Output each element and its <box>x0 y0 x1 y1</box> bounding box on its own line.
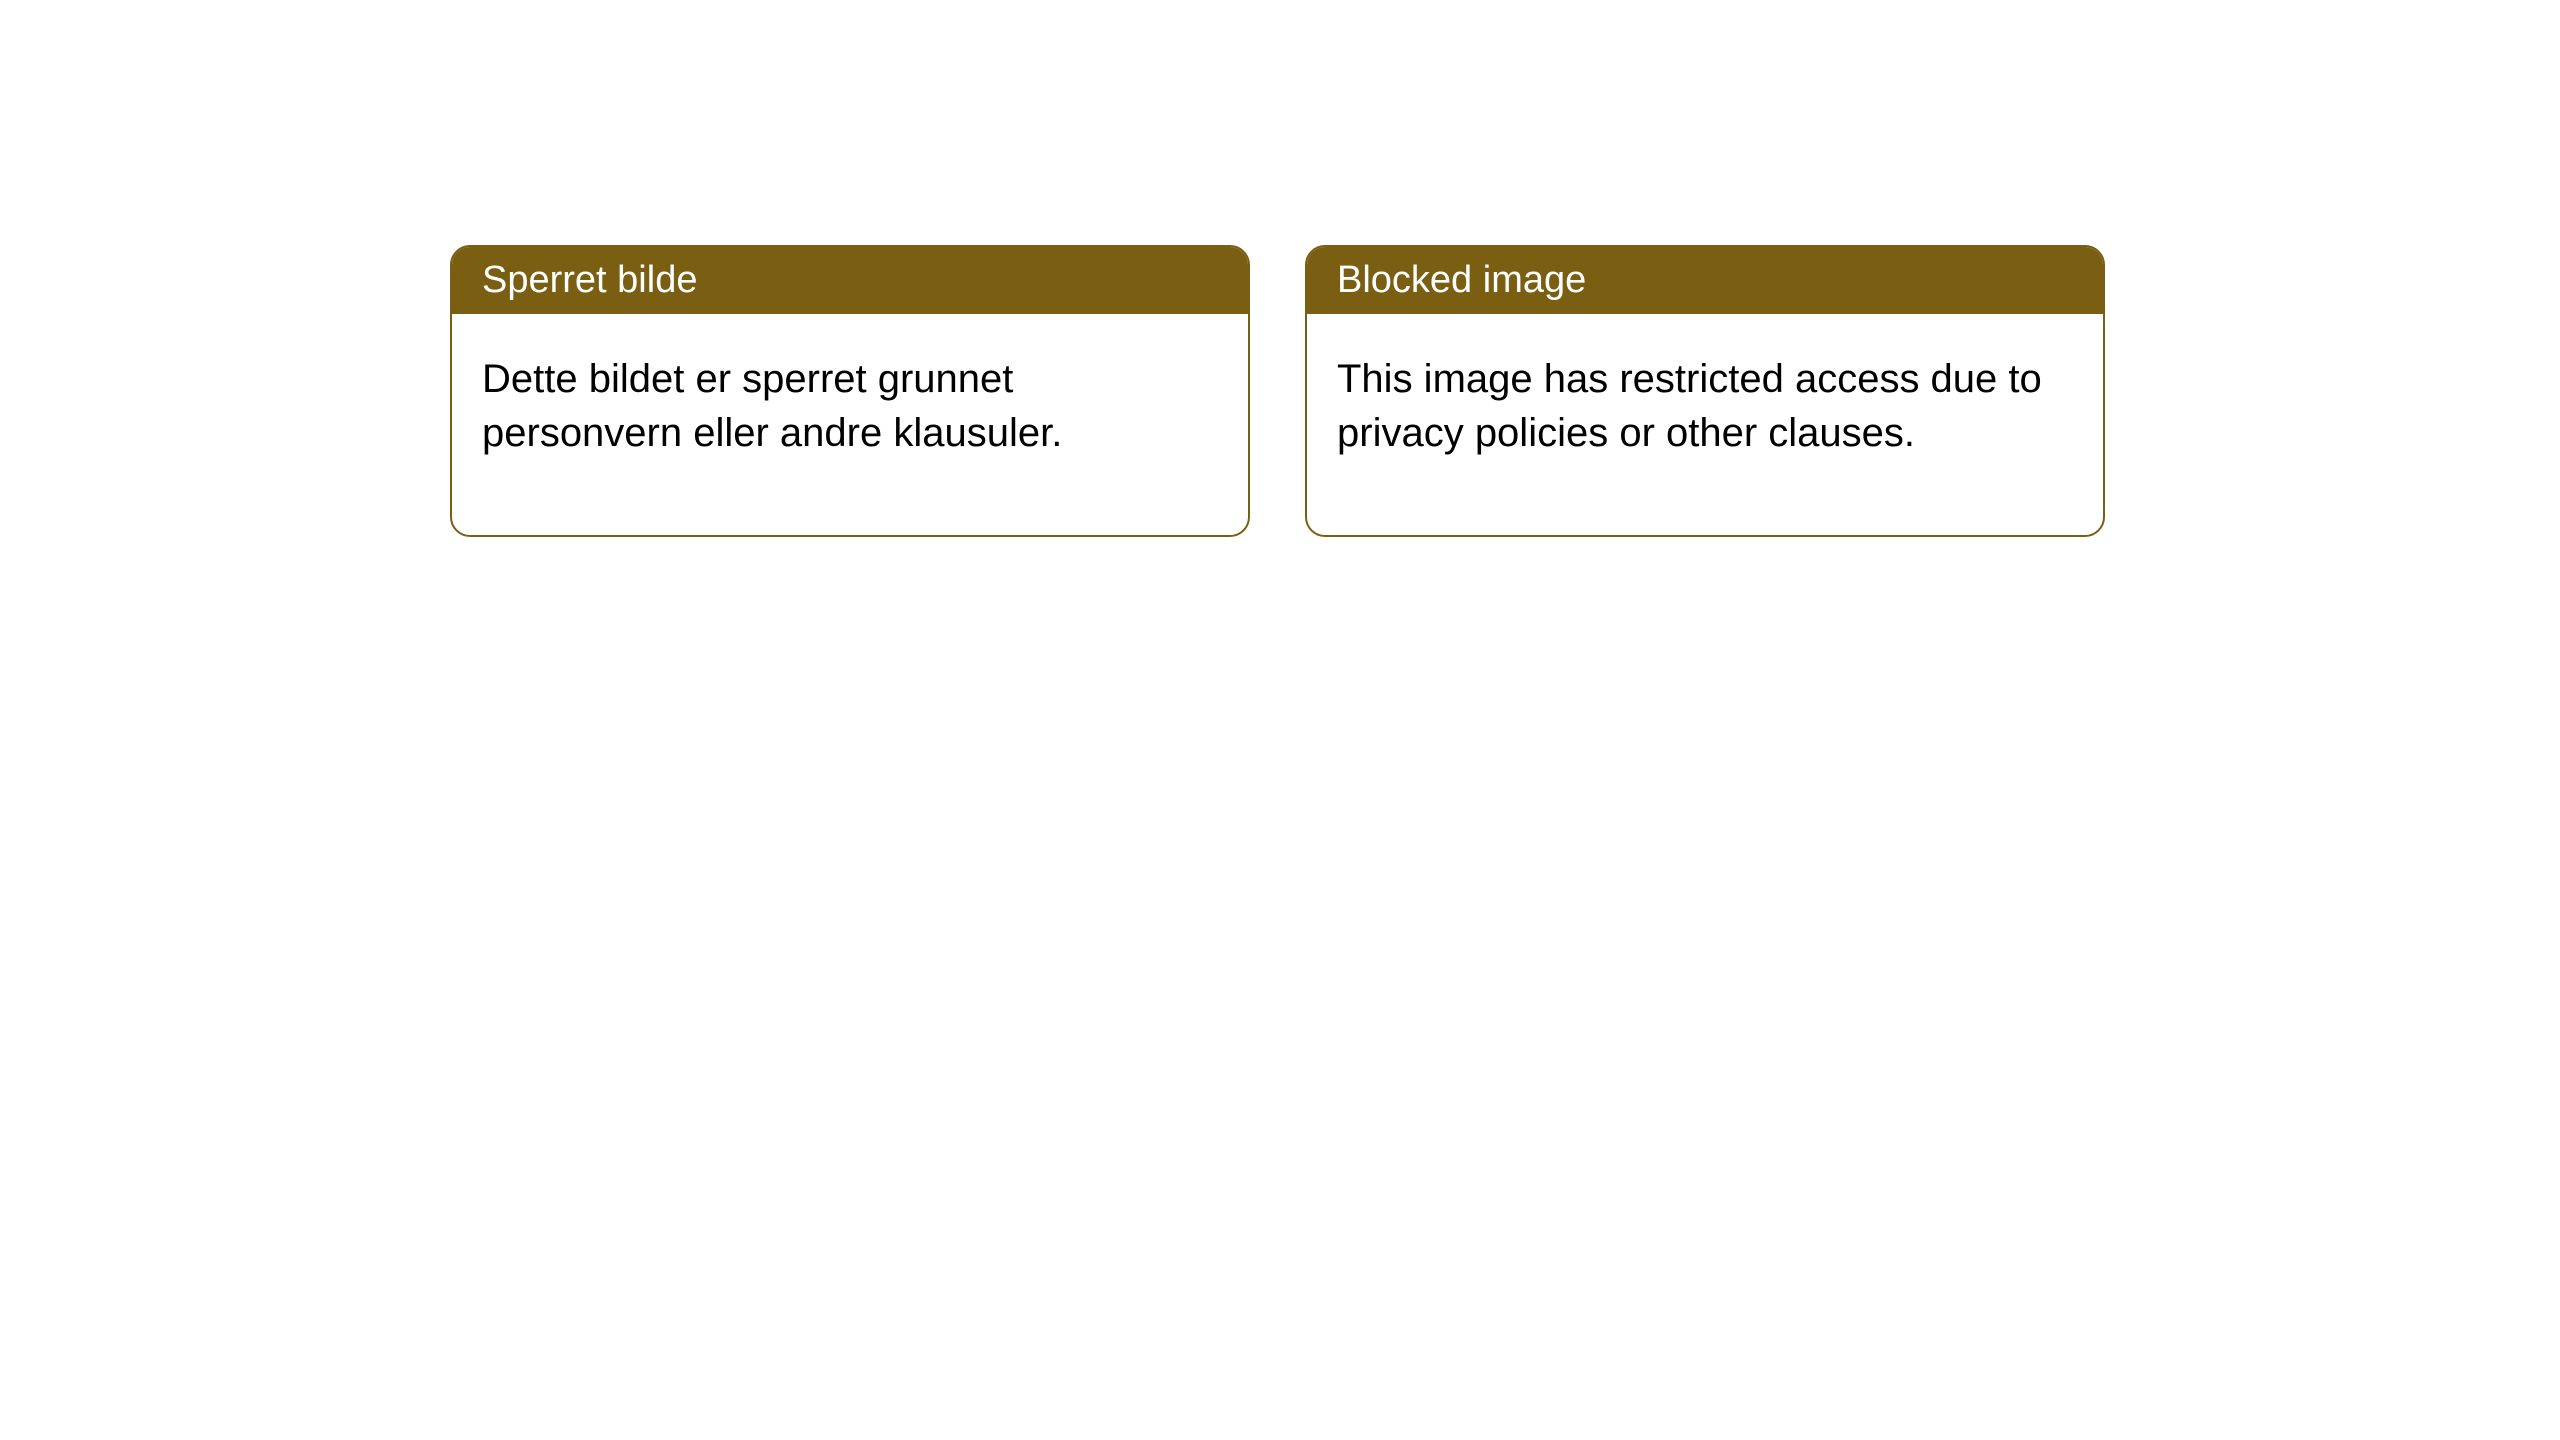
notice-card-norwegian: Sperret bilde Dette bildet er sperret gr… <box>450 245 1250 537</box>
card-title-norwegian: Sperret bilde <box>452 247 1248 314</box>
card-title-english: Blocked image <box>1307 247 2103 314</box>
card-body-english: This image has restricted access due to … <box>1307 314 2103 535</box>
card-body-norwegian: Dette bildet er sperret grunnet personve… <box>452 314 1248 535</box>
notice-container: Sperret bilde Dette bildet er sperret gr… <box>450 245 2105 537</box>
notice-card-english: Blocked image This image has restricted … <box>1305 245 2105 537</box>
